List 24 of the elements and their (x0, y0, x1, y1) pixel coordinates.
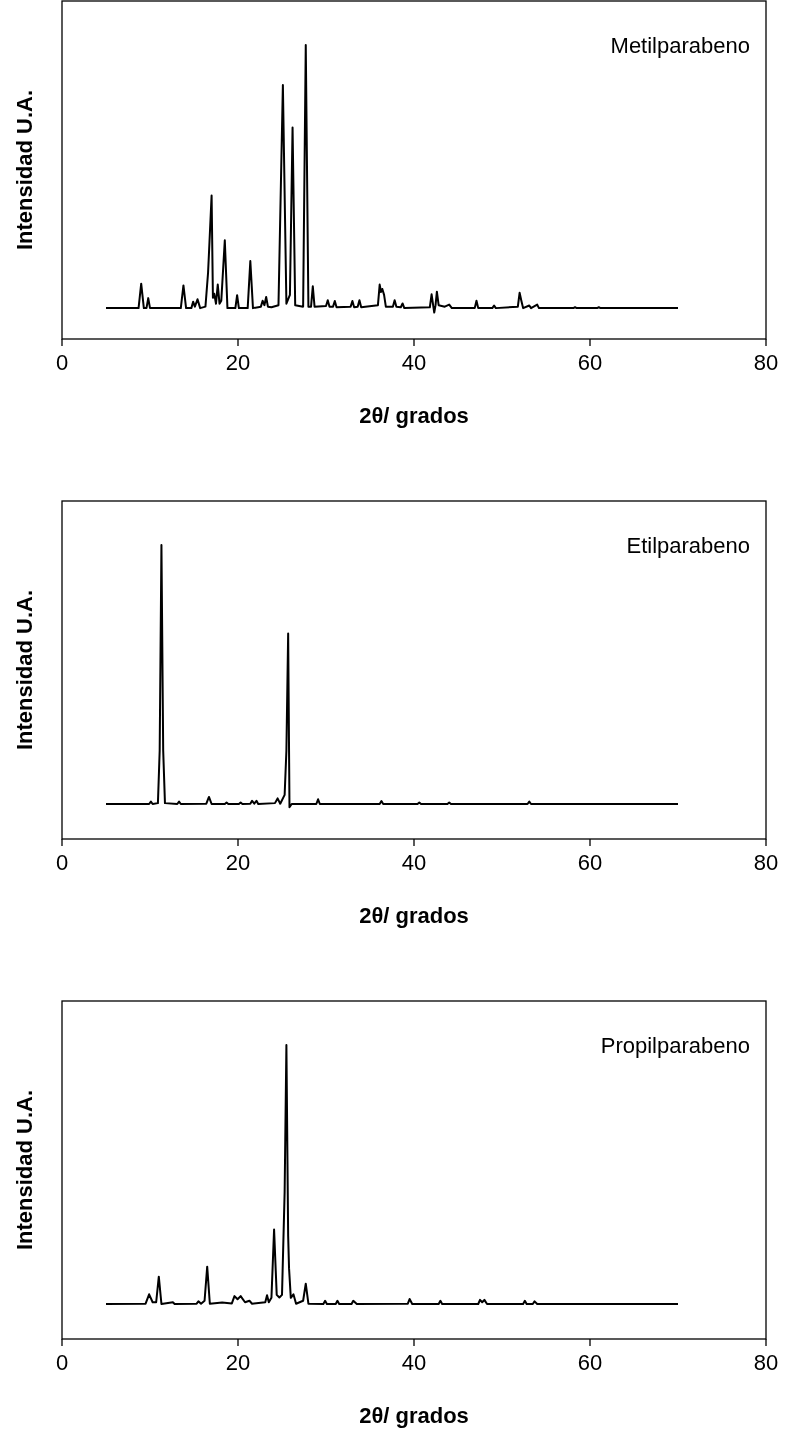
x-tick-label: 20 (225, 350, 251, 375)
x-tick-label: 60 (577, 850, 603, 875)
x-tick-label: 0 (55, 350, 69, 375)
y-axis-title: Intensidad U.A. (12, 89, 37, 251)
x-tick-label: 80 (753, 350, 779, 375)
x-axis-title: 2θ/ grados (359, 903, 469, 928)
x-tick-label: 20 (225, 1350, 251, 1375)
y-axis-title: Intensidad U.A. (12, 589, 37, 751)
y-axis-title: Intensidad U.A. (12, 1089, 37, 1251)
chart-title: Etilparabeno (626, 533, 750, 558)
x-tick-label: 40 (401, 850, 427, 875)
x-tick-label: 20 (225, 850, 251, 875)
x-tick-label: 80 (753, 850, 779, 875)
x-tick-label: 40 (401, 350, 427, 375)
x-tick-label: 60 (577, 350, 603, 375)
x-axis-title: 2θ/ grados (359, 1403, 469, 1428)
x-tick-label: 60 (577, 1350, 603, 1375)
chart-title: Metilparabeno (610, 33, 750, 58)
chart-title: Propilparabeno (600, 1033, 750, 1058)
x-tick-label: 0 (55, 1350, 69, 1375)
x-tick-label: 40 (401, 1350, 427, 1375)
x-tick-label: 80 (753, 1350, 779, 1375)
x-axis-title: 2θ/ grados (359, 403, 469, 428)
x-tick-label: 0 (55, 850, 69, 875)
